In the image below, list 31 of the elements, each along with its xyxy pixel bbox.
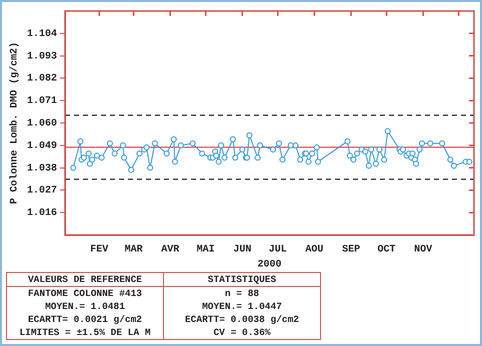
text: VALEURS DE REFERENCE [6, 272, 164, 286]
x-tick-label: JUL [268, 244, 287, 256]
y-tick-label: 1.038 [26, 163, 58, 174]
y-tick-label: 1.016 [26, 208, 58, 220]
x-axis-title: 2000 [257, 260, 282, 271]
x-tick-label: MAR [124, 244, 143, 256]
x-tick-label: SEP [342, 244, 360, 256]
x-tick-label: AOU [305, 244, 324, 256]
y-tick-label: 1.082 [26, 74, 58, 85]
text: ECARTT= 0.0038 g/cm2 [184, 313, 300, 326]
text: MOYEN.= 1.0447 [201, 300, 283, 313]
text: LIMITES = ±1.5% DE LA M [18, 326, 152, 339]
text: STATISTIQUES [164, 272, 320, 286]
y-axis-title: P Colonne Lomb. DMO (g/cm2) [8, 42, 21, 204]
text: FANTOME COLONNE #413 [26, 287, 144, 300]
x-tick-label: OCT [378, 244, 396, 256]
x-tick-label: AVR [161, 244, 180, 256]
y-tick-label: 1.060 [26, 118, 58, 130]
text: n = 88 [224, 287, 260, 300]
y-tick-label: 1.104 [26, 28, 58, 40]
x-tick-label: MAI [196, 244, 215, 256]
y-tick-label: 1.049 [26, 140, 58, 152]
x-tick-label: JUN [233, 244, 252, 256]
text: ECARTT= 0.0021 g/cm2 [26, 313, 144, 326]
text: CV = 0.36% [212, 326, 272, 339]
text: MOYEN.= 1.0481 [44, 300, 126, 313]
y-tick-label: 1.093 [26, 51, 58, 62]
x-tick-label: FEV [90, 244, 108, 256]
y-tick-label: 1.027 [26, 186, 58, 197]
y-tick-label: 1.071 [26, 96, 58, 108]
x-tick-label: NOV [414, 244, 432, 256]
